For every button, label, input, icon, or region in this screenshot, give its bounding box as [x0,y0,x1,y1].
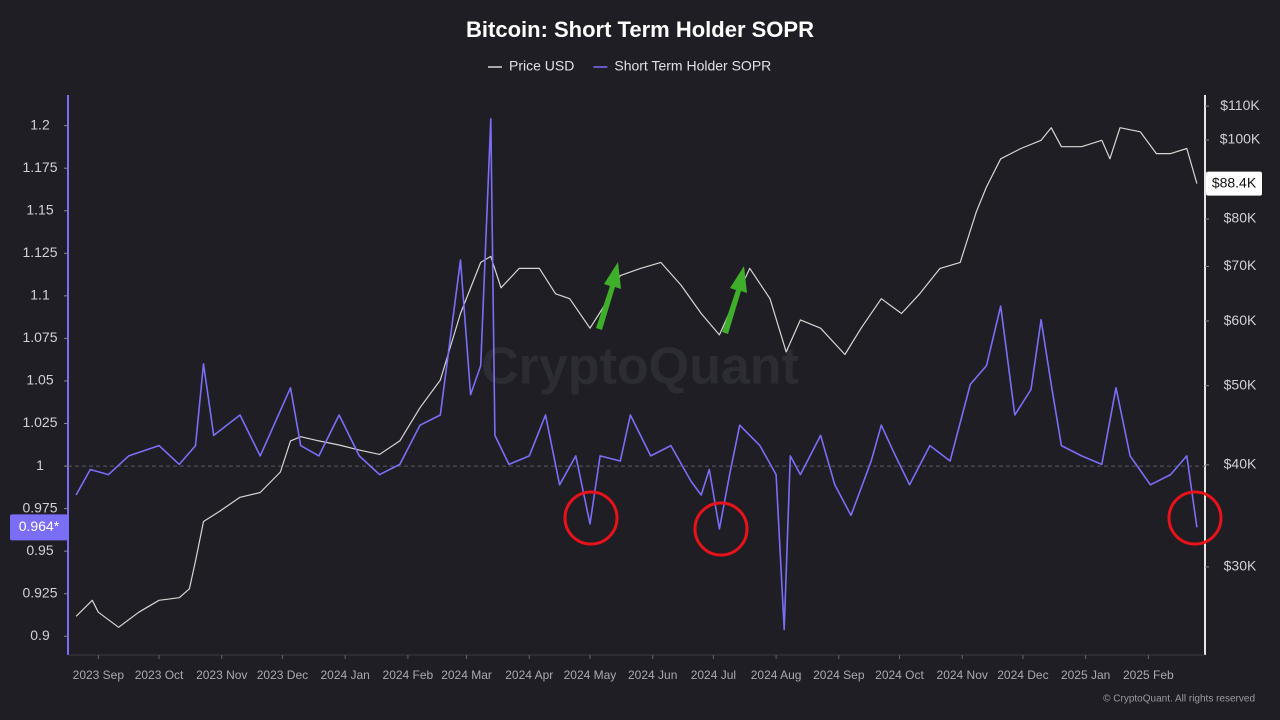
last-value-label: $88.4K [1212,174,1257,190]
y2-tick-label: $30K [1224,558,1257,574]
x-tick-label: 2023 Oct [135,668,184,682]
x-tick-label: 2024 Oct [875,668,924,682]
x-tick-label: 2024 Feb [383,668,434,682]
x-tick-label: 2024 May [564,668,617,682]
x-tick-label: 2023 Sep [73,668,125,682]
footer: © CryptoQuant. All rights reserved [1103,694,1255,705]
highlight-circle [1167,490,1223,546]
annotations [563,490,1223,557]
y-tick-label: 1.075 [22,329,57,345]
arrow [722,266,747,334]
y-tick-label: 1.05 [26,372,53,388]
y2-tick-label: $70K [1224,257,1257,273]
x-tick-label: 2023 Dec [257,668,308,682]
series-line [75,118,1198,631]
y2-tick-label: $80K [1224,210,1257,226]
x-tick-label: 2024 Apr [505,668,553,682]
x-tick-label: 2025 Jan [1061,668,1110,682]
y-tick-label: 1.2 [30,116,50,132]
last-value-box [10,514,68,541]
y-tick-label: 1.15 [26,201,53,217]
y-tick-label: 0.9 [30,627,50,643]
y2-tick-label: $110K [1220,97,1260,113]
x-tick-label: 2024 Jan [320,668,369,682]
y-tick-label: 1.175 [22,159,57,175]
legend-label: Short Term Holder SOPR [614,58,771,74]
y-tick-label: 1.1 [30,287,50,303]
legend-label: Price USD [509,58,574,74]
x-tick-label: 2024 Jun [628,668,677,682]
last-value-label: 0.964* [19,518,60,534]
watermark: CryptoQuant [481,338,799,396]
y-tick-label: 0.975 [22,499,57,515]
y2-tick-label: $60K [1224,312,1257,328]
x-tick-label: 2025 Feb [1123,668,1174,682]
y2-tick-label: $100K [1220,131,1261,147]
y-tick-label: 1.025 [22,414,57,430]
highlight-circle [693,501,749,557]
y-tick-label: 0.95 [26,542,53,558]
last-value-box [1206,171,1262,196]
y2-tick-label: $40K [1224,456,1257,472]
arrows [596,262,747,334]
x-tick-label: 2024 Jul [691,668,736,682]
x-tick-label: 2024 Aug [751,668,802,682]
x-tick-label: 2024 Dec [997,668,1048,682]
y-tick-label: 0.925 [22,584,57,600]
x-tick-label: 2024 Mar [441,668,492,682]
x-tick-label: 2023 Nov [196,668,247,682]
plot: 0.9 0.925 0.95 0.975 1 1.025 1.05 1.075 1.1 1.125… [10,58,1262,682]
y-tick-label: 1 [36,457,44,473]
chart-title: Bitcoin: Short Term Holder SOPR [466,17,814,42]
x-tick-label: 2024 Sep [813,668,865,682]
y-tick-label: 1.125 [22,244,57,260]
series-line [75,127,1198,628]
highlight-circle [563,490,619,546]
arrow [596,262,621,330]
y2-tick-label: $50K [1224,376,1257,392]
x-tick-label: 2024 Nov [937,668,988,682]
